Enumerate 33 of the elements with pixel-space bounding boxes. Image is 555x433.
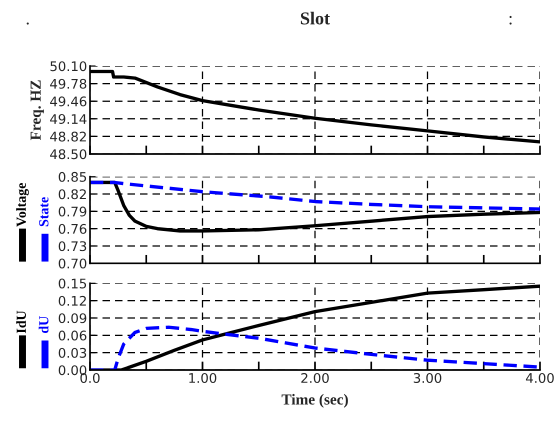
y-tick-label: 48.82 bbox=[50, 132, 86, 142]
x-tick-label: 4.00 bbox=[526, 373, 554, 383]
y-tick-label: 0.09 bbox=[58, 313, 86, 324]
y-tick-label: 49.46 bbox=[50, 96, 86, 106]
chart-title: Slot bbox=[300, 12, 330, 25]
y-tick-label: 50.10 bbox=[50, 61, 86, 72]
y-tick-label: 49.78 bbox=[50, 78, 86, 89]
x-tick-label: 3.00 bbox=[414, 373, 442, 383]
text: . bbox=[26, 22, 29, 25]
y-axis-title: Freq. HZ bbox=[30, 80, 44, 140]
x-tick-label: 2.00 bbox=[301, 373, 329, 383]
x-axis-title: Time (sec) bbox=[282, 394, 348, 408]
y-tick-label: 0.03 bbox=[58, 348, 86, 358]
y-tick-label: 0.73 bbox=[58, 241, 86, 252]
text: IdU bbox=[16, 310, 26, 334]
x-tick-label: 1.00 bbox=[189, 373, 216, 383]
y-tick-label: 0.12 bbox=[58, 296, 86, 306]
y-tick-label: 0.76 bbox=[58, 224, 86, 234]
y-tick-label: 49.14 bbox=[50, 114, 86, 124]
text: : bbox=[510, 16, 512, 25]
line-series bbox=[90, 180, 540, 211]
y-tick-label: 0.15 bbox=[58, 278, 86, 288]
y-tick-label: 48.50 bbox=[50, 149, 86, 160]
y-tick-label: 0.06 bbox=[58, 330, 86, 341]
text: Voltage bbox=[16, 183, 29, 227]
y-tick-label: 0.00 bbox=[58, 365, 86, 376]
y-tick-label: 0.70 bbox=[58, 258, 86, 268]
text: dU bbox=[38, 316, 48, 334]
text: State bbox=[39, 197, 48, 226]
y-tick-label: 0.79 bbox=[58, 206, 86, 217]
y-tick-label: 0.82 bbox=[58, 189, 86, 200]
y-tick-label: 0.85 bbox=[58, 172, 86, 182]
x-tick-label: 0.0 bbox=[80, 373, 100, 383]
